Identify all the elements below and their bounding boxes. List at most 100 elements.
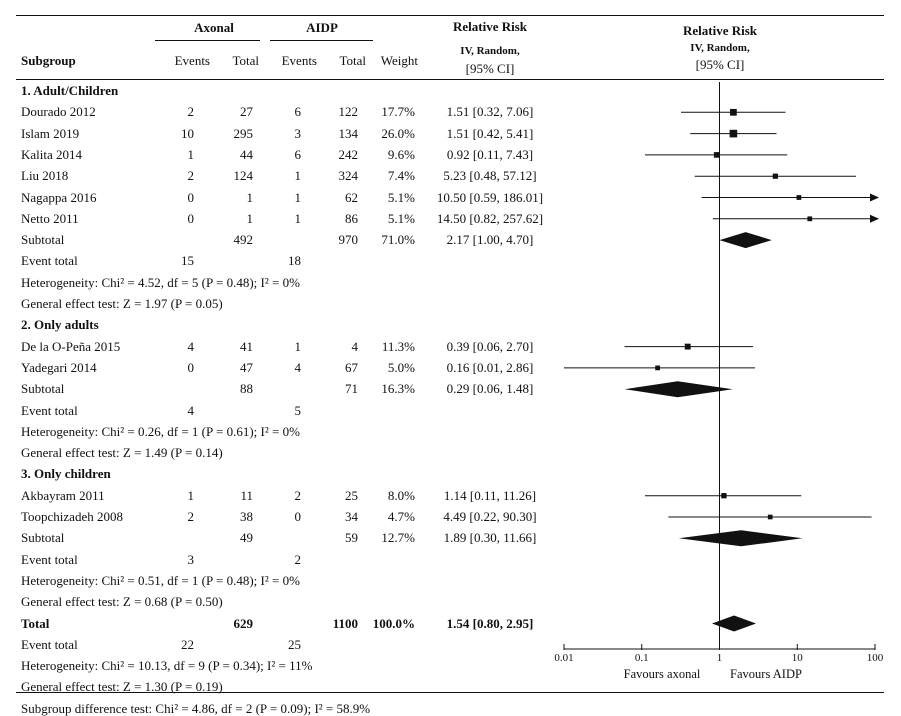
total2-cell: 242: [338, 146, 359, 162]
total2-cell: 4: [351, 338, 359, 354]
rr-ci-cell: 0.92 [0.11, 7.43]: [446, 146, 534, 162]
point-estimate: [767, 514, 773, 520]
total1-cell: 1: [246, 189, 254, 205]
events1-cell: 2: [187, 509, 195, 524]
events2-header: Events: [281, 53, 317, 68]
events2-cell: 6: [294, 146, 302, 162]
events2-cell: 5: [294, 402, 302, 418]
point-estimate: [684, 343, 691, 350]
events2-cell: 3: [294, 125, 302, 141]
events1-cell: 0: [187, 189, 195, 205]
events1-cell: 15: [181, 253, 194, 269]
group1-underline: [155, 40, 260, 41]
rr-ci-cell: 5.23 [0.48, 57.12]: [443, 168, 537, 184]
note-label: Heterogeneity: Chi² = 0.26, df = 1 (P = …: [21, 423, 300, 439]
events1-cell: 0: [187, 210, 195, 226]
bottom-rule: [16, 692, 884, 693]
weight-cell: 71.0%: [381, 232, 415, 248]
weight-cell: 26.0%: [381, 125, 415, 141]
evtotal-label: Event total: [21, 636, 78, 652]
weight-cell: 5.1%: [387, 189, 415, 205]
favours-left-label: Favours axonal: [624, 667, 701, 681]
point-estimate: [713, 152, 720, 158]
events2-cell: 1: [294, 189, 302, 205]
section-label: 3. Only children: [21, 466, 111, 482]
weight-cell: 7.4%: [387, 168, 415, 184]
point-estimate: [655, 365, 660, 371]
total2-cell: 134: [338, 125, 359, 141]
weight-cell: 4.7%: [387, 509, 415, 524]
study-label: Akbayram 2011: [21, 487, 105, 503]
total1-cell: 11: [240, 487, 253, 503]
total1-cell: 38: [240, 509, 253, 524]
rr-ci-cell: 1.14 [0.11, 11.26]: [443, 487, 537, 503]
total2-cell: 86: [345, 210, 358, 226]
events2-cell: 4: [294, 359, 302, 375]
x-tick-label: 10: [792, 652, 804, 664]
ci-arrow-right: [870, 193, 879, 202]
evtotal-label: Event total: [21, 253, 78, 269]
weight-cell: 16.3%: [381, 381, 415, 397]
events1-cell: 1: [187, 487, 195, 503]
total2-cell: 970: [338, 232, 359, 248]
weight-cell: 12.7%: [381, 530, 415, 546]
top-rule: [16, 15, 884, 16]
subtotal-label: Subtotal: [21, 530, 65, 546]
study-label: Yadegari 2014: [21, 359, 97, 375]
total1-header: Total: [232, 53, 259, 68]
rr-ci-cell: 0.16 [0.01, 2.86]: [446, 359, 534, 375]
subtotal-label: Subtotal: [21, 381, 65, 397]
subtotal-label: Subtotal: [21, 232, 65, 248]
rr-header-title: Relative Risk: [452, 19, 528, 34]
header-rule: [16, 79, 884, 80]
x-tick-label: 1: [717, 652, 723, 664]
events2-cell: 25: [288, 636, 301, 652]
total-label: Total: [21, 615, 50, 631]
group2-underline: [270, 40, 373, 41]
group2-header: AIDP: [306, 20, 338, 35]
study-label: Netto 2011: [21, 210, 79, 226]
events2-cell: 1: [294, 168, 302, 184]
favours-right-label: Favours AIDP: [730, 667, 802, 681]
weight-header: Weight: [380, 53, 418, 68]
study-label: Toopchizadeh 2008: [21, 509, 123, 524]
events2-cell: 18: [288, 253, 301, 269]
total2-cell: 62: [345, 189, 358, 205]
total1-cell: 27: [240, 104, 253, 120]
events2-cell: 6: [294, 104, 302, 120]
study-label: Liu 2018: [21, 168, 69, 184]
total2-cell: 1100: [332, 615, 358, 631]
section-label: 2. Only adults: [21, 317, 99, 333]
total1-cell: 295: [233, 125, 254, 141]
total1-cell: 41: [240, 338, 253, 354]
note-label: General effect test: Z = 0.68 (P = 0.50): [21, 594, 223, 610]
point-estimate: [730, 108, 737, 116]
rr-ci-cell: 1.89 [0.30, 11.66]: [443, 530, 537, 546]
plot-header-ci: [95% CI]: [695, 57, 745, 72]
events1-header: Events: [174, 53, 210, 68]
events1-cell: 0: [187, 359, 195, 375]
point-estimate: [807, 216, 813, 222]
weight-cell: 11.3%: [381, 338, 415, 354]
study-label: Dourado 2012: [21, 104, 96, 120]
rr-header-method: IV, Random,: [460, 45, 520, 57]
study-label: Nagappa 2016: [21, 189, 97, 205]
rr-ci-cell: 2.17 [1.00, 4.70]: [446, 232, 534, 248]
point-estimate: [772, 173, 778, 179]
total1-cell: 492: [233, 232, 254, 248]
total2-cell: 59: [345, 530, 358, 546]
rr-ci-cell: 0.39 [0.06, 2.70]: [446, 338, 534, 354]
events1-cell: 2: [187, 168, 195, 184]
note-label: Heterogeneity: Chi² = 0.51, df = 1 (P = …: [21, 572, 300, 588]
total2-cell: 25: [345, 487, 358, 503]
study-label: Islam 2019: [21, 125, 80, 141]
events1-cell: 3: [187, 551, 195, 567]
total2-cell: 324: [338, 168, 359, 184]
total1-cell: 49: [240, 530, 253, 546]
ci-arrow-right: [870, 214, 879, 223]
pooled-diamond: [711, 615, 757, 632]
rr-ci-cell: 4.49 [0.22, 90.30]: [443, 509, 537, 524]
total2-cell: 34: [345, 509, 358, 524]
events1-cell: 1: [187, 146, 195, 162]
rr-header-ci: [95% CI]: [465, 61, 515, 76]
